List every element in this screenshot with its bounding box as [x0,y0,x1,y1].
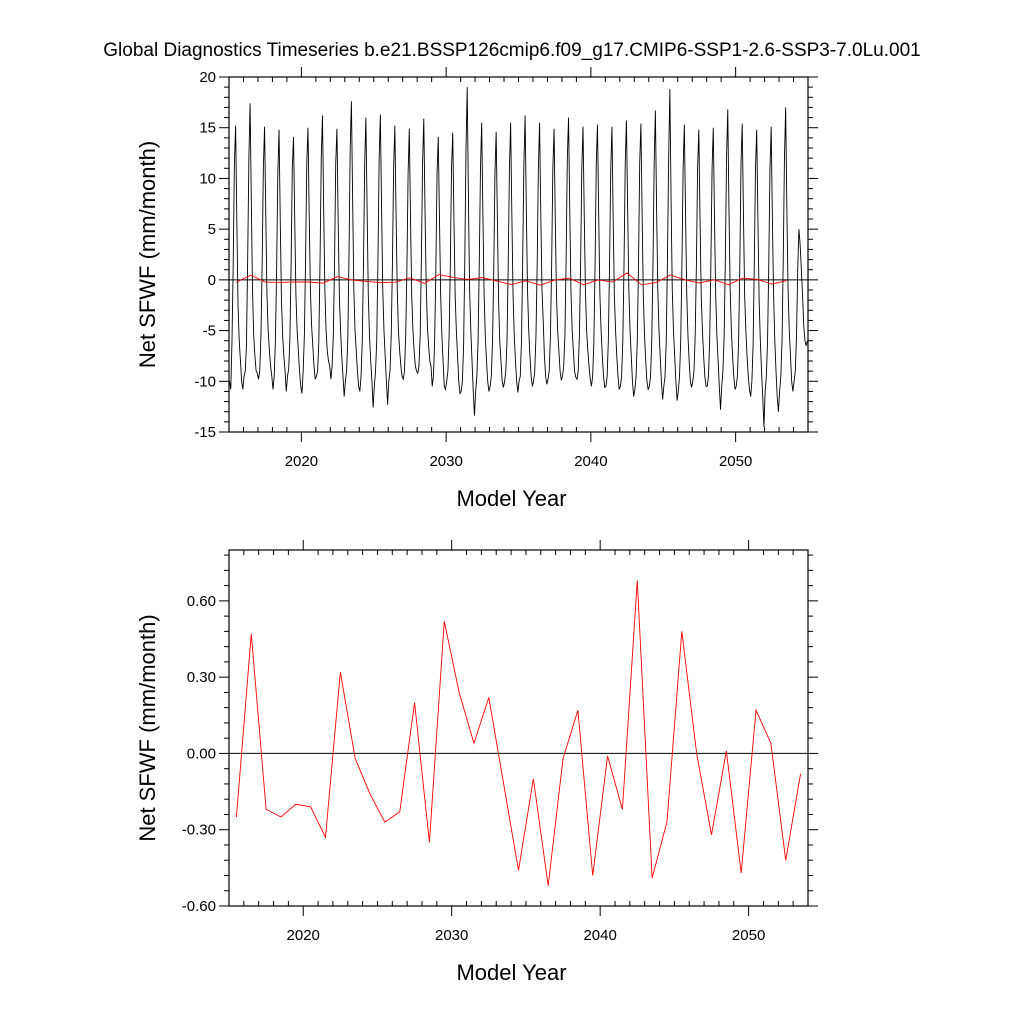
annual-series-line [235,580,802,886]
annual-series-line [236,272,787,286]
y-tick-label: 5 [208,221,216,238]
y-tick-label: -0.60 [182,898,216,915]
x-tick-label: 2020 [285,453,318,470]
monthly-series-line [229,87,808,427]
x-tick-label: 2040 [583,927,616,944]
y-axis-label: Net SFWF (mm/month) [135,141,160,368]
panel-bottom: 2020 2030 2040 2050 -0.60 -0.30 0.00 0.30 0.60 Mo… [135,540,818,985]
y-tick-label: 10 [199,170,216,187]
x-axis-label: Model Year [456,960,566,985]
x-tick-label: 2040 [574,453,607,470]
x-tick-label: 2020 [287,927,320,944]
y-tick-label: 0.60 [187,593,216,610]
y-tick-label: 20 [199,69,216,86]
y-tick-label: -0.30 [182,822,216,839]
y-tick-label: 0 [208,272,216,289]
y-tick-label: 0.00 [187,745,216,762]
y-tick-label: -15 [194,424,216,441]
x-tick-label: 2030 [435,927,468,944]
figure-title: Global Diagnostics Timeseries b.e21.BSSP… [103,40,921,61]
x-axis-label: Model Year [456,486,566,511]
plot-frame [228,76,809,433]
x-tick-label: 2050 [732,927,765,944]
x-tick-label: 2050 [719,453,752,470]
y-tick-label: 15 [199,120,216,137]
x-tick-label: 2030 [429,453,462,470]
plot-area [229,87,808,427]
y-tick-label: -5 [203,323,216,340]
y-tick-label: 0.30 [187,669,216,686]
y-axis-label: Net SFWF (mm/month) [135,614,160,841]
y-tick-label: -10 [194,373,216,390]
plot-area [229,580,808,886]
plot-frame [228,549,809,907]
panel-top: 2020 2030 2040 2050 -15 -10 -5 0 5 10 15 20 Model Ye… [135,67,818,511]
